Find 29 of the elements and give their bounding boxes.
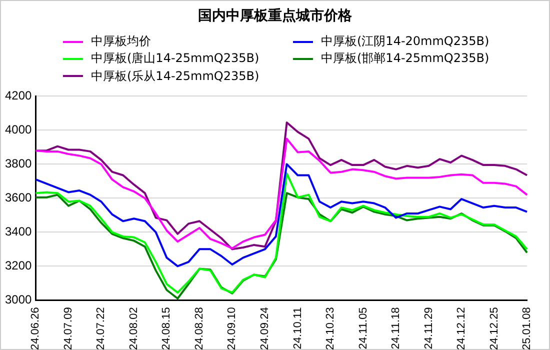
y-tick-label: 4200 [4,88,32,103]
x-tick-label: 24.11.18 [390,307,402,350]
y-tick-label: 3000 [4,292,32,306]
x-tick-label: 24.07.22 [95,307,108,350]
x-tick-label: 24.09.24 [259,307,271,350]
legend-label: 中厚板(唐山14-25mmQ235B) [91,51,260,66]
y-tick-label: 4000 [4,122,32,137]
x-tick-label: 24.06.26 [30,307,42,350]
legend-label: 中厚板(乐从14-25mmQ235B) [91,68,260,84]
x-tick-label: 24.11.29 [422,307,435,350]
x-tick-label: 24.08.15 [160,307,173,350]
x-tick-label: 24.09.10 [226,307,238,350]
x-tick-label: 24.08.02 [128,307,140,350]
x-tick-label: 24.08.28 [193,307,206,350]
legend-label: 中厚板均价 [91,34,151,50]
y-tick-label: 3800 [4,156,32,171]
x-tick-label: 24.10.23 [324,307,337,350]
y-tick-label: 3400 [4,224,32,238]
chart-title: 国内中厚板重点城市价格 [197,6,353,26]
y-tick-label: 3600 [4,190,32,205]
x-tick-label: 24.12.25 [488,307,500,350]
y-tick-label: 3200 [4,258,32,272]
x-tick-label: 24.12.12 [456,307,468,350]
x-tick-label: 24.07.09 [62,307,74,350]
x-tick-label: 25.01.08 [521,307,534,350]
x-tick-label: 24.10.11 [292,307,304,350]
legend-label: 中厚板(江阴14-20mmQ235B) [321,34,490,50]
x-tick-label: 24.11.05 [357,307,370,350]
legend-label: 中厚板(邯郸14-25mmQ235B) [321,51,490,66]
